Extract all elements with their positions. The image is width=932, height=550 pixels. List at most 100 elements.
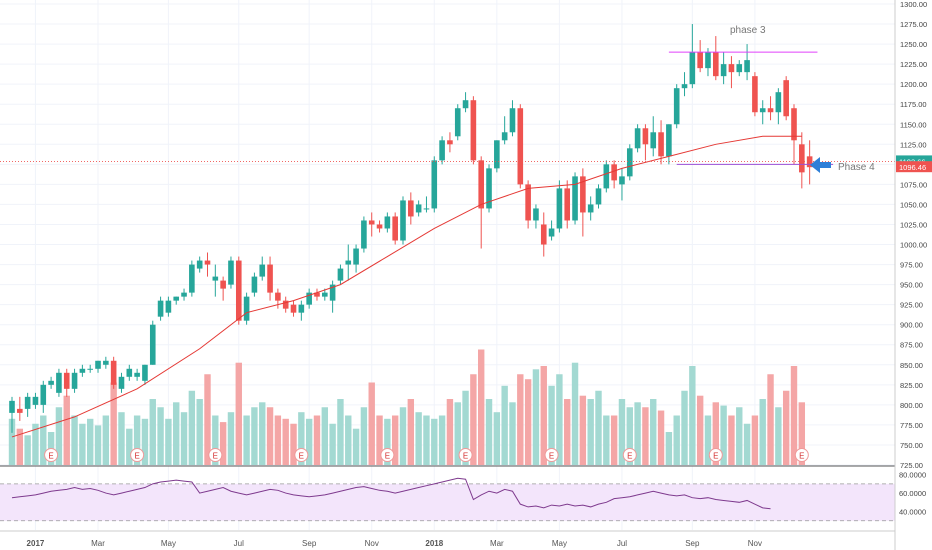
volume-bar xyxy=(665,432,673,465)
arrow-icon xyxy=(810,157,831,173)
moving-average xyxy=(11,135,802,438)
phase3-label: phase 3 xyxy=(730,25,766,36)
volume-bar xyxy=(173,402,180,465)
volume-bar xyxy=(8,418,16,465)
candle-body xyxy=(9,400,15,413)
volume-bar xyxy=(587,399,594,465)
candle-body xyxy=(165,300,172,313)
overlays: phase 3 Phase 4 E E E E E E E E E E xyxy=(0,25,895,462)
volume-bar xyxy=(454,402,461,465)
rsi-line xyxy=(11,477,771,510)
candle-body xyxy=(759,108,766,113)
volume-bar xyxy=(501,385,508,465)
earnings-marker-label: E xyxy=(385,452,390,461)
price-label-box xyxy=(896,161,932,173)
earnings-marker-label: E xyxy=(463,452,468,461)
candle-body xyxy=(806,156,813,168)
volume-bar xyxy=(235,362,242,465)
candle-body xyxy=(368,220,375,225)
volume-bar xyxy=(743,423,751,465)
volume-bar xyxy=(462,390,469,465)
candle-body xyxy=(157,300,164,317)
candle-body xyxy=(275,292,281,301)
volume-bar xyxy=(87,418,94,465)
volume-bar xyxy=(313,415,321,465)
volume-bar xyxy=(79,423,86,465)
candle-body xyxy=(306,292,312,305)
volume-bar xyxy=(32,423,39,465)
volume-bar xyxy=(634,402,641,465)
earnings-marker-label: E xyxy=(549,452,554,461)
x-tick-label: 2017 xyxy=(27,539,45,548)
x-tick-label: Nov xyxy=(365,539,379,548)
candle-body xyxy=(462,100,469,109)
candle-body xyxy=(329,284,336,301)
candle-body xyxy=(705,52,711,69)
volume-bar xyxy=(712,402,719,465)
candle-body xyxy=(681,84,688,89)
candle-body xyxy=(572,176,578,221)
volume-bar xyxy=(478,349,485,465)
volume-bar xyxy=(227,412,235,465)
y-tick-label: 1075.00 xyxy=(900,180,927,189)
y-tick-label: 1125.00 xyxy=(900,140,927,149)
candle-body xyxy=(189,264,195,293)
volume-bar xyxy=(626,407,633,465)
x-tick-label: Sep xyxy=(302,539,317,548)
candle-body xyxy=(408,200,414,217)
candle-body xyxy=(314,292,320,297)
y-tick-label: 725.00 xyxy=(900,461,923,470)
y-tick-label: 775.00 xyxy=(900,421,923,430)
volume-bar xyxy=(165,418,172,465)
volume-bar xyxy=(470,374,477,465)
rsi-panel xyxy=(0,477,895,522)
candle-body xyxy=(95,360,101,369)
volume-bar xyxy=(517,374,524,465)
x-tick-label: May xyxy=(161,539,176,548)
volume-bars xyxy=(8,349,806,465)
candle-body xyxy=(689,52,696,85)
candle-body xyxy=(415,204,422,213)
candle-body xyxy=(783,80,789,117)
candle-body xyxy=(509,108,516,133)
volume-bar xyxy=(673,415,680,465)
candle-body xyxy=(353,248,359,265)
candle-body xyxy=(392,216,398,241)
candle-body xyxy=(666,124,672,157)
candle-body xyxy=(243,296,250,321)
earnings-marker xyxy=(208,448,223,462)
volume-bar xyxy=(798,402,806,465)
candle-body xyxy=(345,260,352,265)
candle-body xyxy=(322,292,328,297)
candle-body xyxy=(767,108,774,113)
candle-body xyxy=(181,292,187,297)
volume-bar xyxy=(751,415,759,465)
volume-bar xyxy=(642,407,649,465)
earnings-marker xyxy=(794,448,809,462)
earnings-marker xyxy=(622,448,637,462)
volume-bar xyxy=(391,415,399,465)
candle-body xyxy=(548,228,555,237)
volume-bar xyxy=(532,369,540,465)
volume-bar xyxy=(149,399,156,465)
volume-bar xyxy=(415,412,422,465)
volume-bar xyxy=(118,412,125,465)
volume-bar xyxy=(431,418,438,465)
moving-average-line xyxy=(11,135,802,438)
earnings-marker xyxy=(294,448,309,462)
volume-bar xyxy=(423,415,430,465)
rsi-tick-label: 40.0000 xyxy=(899,508,926,517)
earnings-marker-label: E xyxy=(627,452,632,461)
x-tick-label: Mar xyxy=(91,539,105,548)
candle-body xyxy=(720,64,727,77)
volume-bar xyxy=(188,390,196,465)
candle-body xyxy=(376,224,383,229)
phase4-label: Phase 4 xyxy=(838,162,875,173)
volume-bar xyxy=(720,405,727,465)
y-tick-label: 1250.00 xyxy=(900,40,927,49)
volume-bar xyxy=(251,407,258,465)
volume-bar xyxy=(345,415,352,465)
volume-bar xyxy=(524,379,532,465)
candle-body xyxy=(212,276,219,281)
